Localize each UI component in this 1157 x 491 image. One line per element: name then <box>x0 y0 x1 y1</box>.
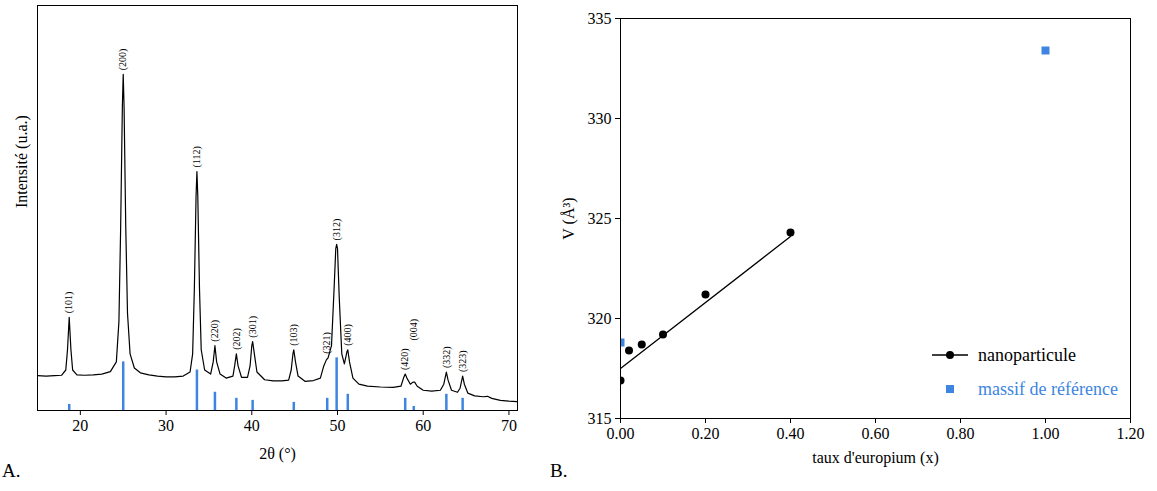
svg-text:(103): (103) <box>288 324 300 346</box>
svg-text:335: 335 <box>588 10 612 27</box>
svg-text:(004): (004) <box>408 319 420 341</box>
svg-text:(301): (301) <box>247 316 259 338</box>
svg-text:70: 70 <box>501 417 517 434</box>
svg-text:(202): (202) <box>231 328 243 350</box>
svg-text:1.20: 1.20 <box>1117 425 1145 442</box>
svg-text:315: 315 <box>587 409 612 427</box>
svg-text:(323): (323) <box>457 350 469 372</box>
svg-text:1.00: 1.00 <box>1032 425 1060 442</box>
svg-text:50: 50 <box>330 417 346 434</box>
svg-text:(420): (420) <box>399 348 411 370</box>
svg-text:30: 30 <box>158 417 174 434</box>
svg-text:(312): (312) <box>331 219 343 241</box>
svg-text:60: 60 <box>415 417 431 434</box>
html-text:B.: B. <box>550 460 568 481</box>
svg-text:325: 325 <box>588 210 612 227</box>
svg-text:(400): (400) <box>342 324 354 346</box>
svg-text:(112): (112) <box>191 146 203 167</box>
svg-text:0.40: 0.40 <box>777 425 805 442</box>
svg-text:330: 330 <box>588 110 612 127</box>
svg-text:20: 20 <box>72 417 88 434</box>
svg-text:(220): (220) <box>209 320 221 342</box>
svg-text:0.60: 0.60 <box>862 425 890 442</box>
html-text:nanoparticule: nanoparticule <box>978 345 1076 365</box>
svg-text:(200): (200) <box>117 49 129 71</box>
svg-text:(332): (332) <box>441 346 453 368</box>
svg-text:0.00: 0.00 <box>607 425 635 442</box>
svg-text:0.20: 0.20 <box>692 425 720 442</box>
html-text:A.: A. <box>2 460 21 481</box>
svg-text:320: 320 <box>588 310 612 327</box>
svg-text:(101): (101) <box>63 292 75 314</box>
svg-text:taux d'europium (x): taux d'europium (x) <box>812 449 938 467</box>
svg-text:0.80: 0.80 <box>947 425 975 442</box>
svg-text:V (Å³): V (Å³) <box>560 197 578 239</box>
svg-text:2θ (°): 2θ (°) <box>259 445 296 463</box>
html-text:massif de référence: massif de référence <box>978 379 1118 399</box>
svg-text:(321): (321) <box>321 332 333 354</box>
svg-text:Intensité (u.a.): Intensité (u.a.) <box>13 115 31 208</box>
svg-text:40: 40 <box>244 417 260 434</box>
